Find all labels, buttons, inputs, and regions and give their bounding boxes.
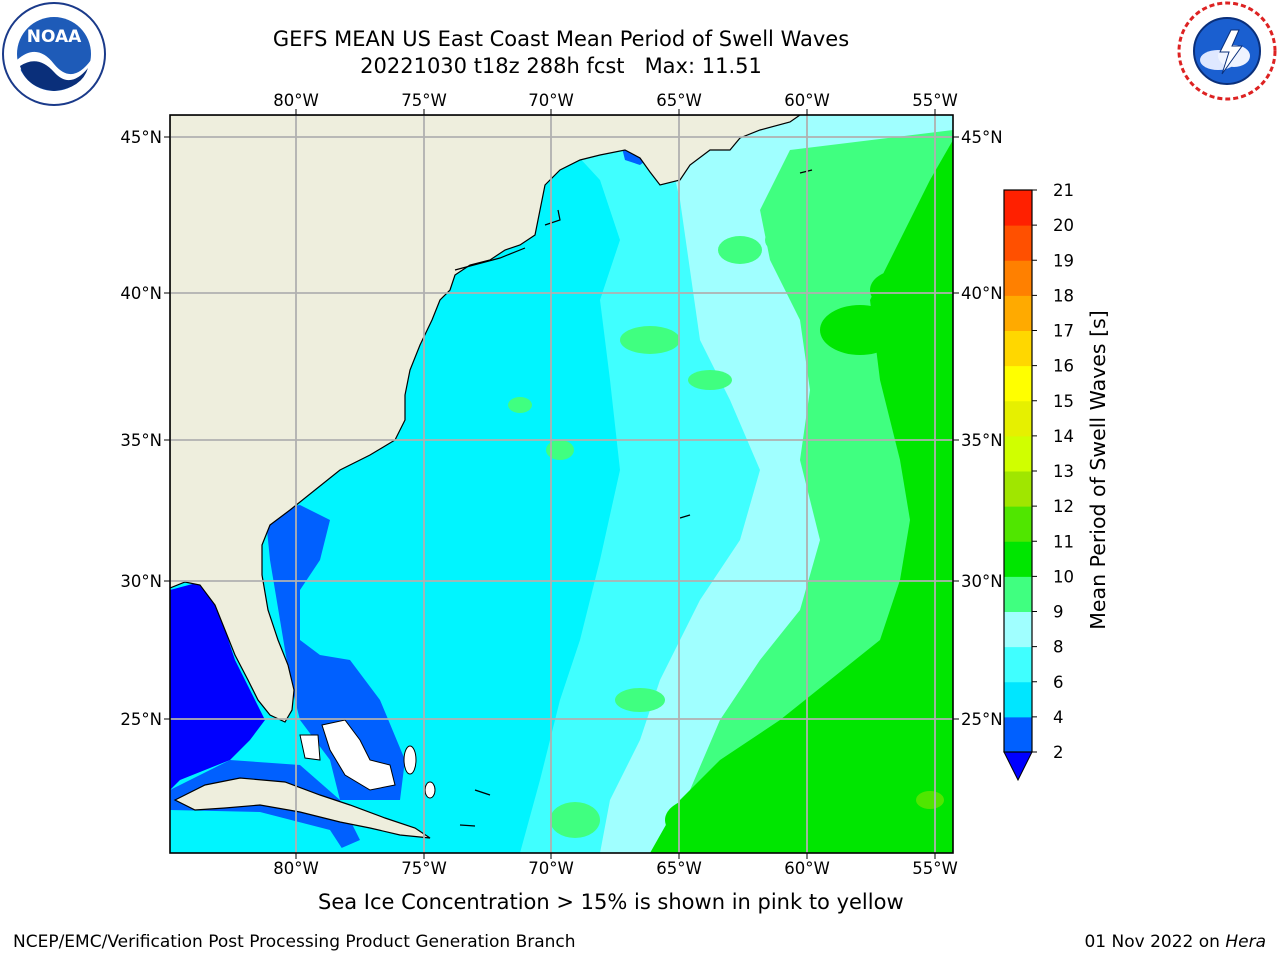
colorbar-tick-label: 21 [1053, 181, 1074, 200]
lat-label-right: 35°N [961, 431, 1003, 450]
colorbar-segment [1004, 716, 1032, 753]
map-plot-area [170, 115, 953, 853]
colorbar-segment [1004, 541, 1032, 577]
map-frame [169, 114, 954, 854]
noaa-logo-icon: NOAA [2, 2, 106, 106]
colorbar-segment [1004, 225, 1032, 261]
lat-label-right: 25°N [961, 710, 1003, 729]
colorbar-segment [1004, 190, 1032, 226]
lat-label-left: 30°N [120, 572, 162, 591]
footer-credit: NCEP/EMC/Verification Post Processing Pr… [13, 932, 576, 952]
map-ticks [164, 109, 959, 859]
colorbar-tick-label: 9 [1053, 603, 1064, 622]
swell-9-10-patches [508, 228, 795, 838]
nws-logo-icon [1177, 1, 1277, 101]
lon-label-bottom: 60°W [784, 859, 830, 878]
colorbar-segment [1004, 330, 1032, 367]
colorbar-segment [1004, 576, 1032, 612]
colorbar-tick-label: 8 [1053, 638, 1064, 657]
lat-label-right: 30°N [961, 572, 1003, 591]
lon-label-bottom: 65°W [656, 859, 702, 878]
lon-label-top: 75°W [401, 91, 447, 110]
coast-long-island [454, 247, 526, 271]
lon-label-top: 60°W [784, 91, 830, 110]
colorbar: 2 4 6 8 9 10 11 12 13 14 15 16 17 18 19 20 21 [1003, 181, 1074, 782]
colorbar-tick-label: 10 [1053, 567, 1074, 586]
colorbar-tick-label: 18 [1053, 286, 1074, 305]
small-islands [459, 169, 813, 827]
colorbar-segment [1004, 365, 1032, 402]
lon-label-top: 70°W [528, 91, 574, 110]
land-north-america [170, 115, 802, 723]
colorbar-tick-label: 14 [1053, 427, 1074, 446]
swell-11-12-patch [916, 791, 944, 809]
colorbar-segment [1004, 435, 1032, 472]
lat-label-left: 45°N [120, 128, 162, 147]
lon-label-bottom: 70°W [528, 859, 574, 878]
lat-label-right: 40°N [961, 284, 1003, 303]
lat-label-right: 45°N [961, 128, 1003, 147]
colorbar-tick-label: 17 [1053, 322, 1074, 341]
sea-ice-footnote: Sea Ice Concentration > 15% is shown in … [318, 890, 904, 914]
caribbean-mid [170, 810, 345, 853]
lat-label-left: 40°N [120, 284, 162, 303]
lat-label-left: 25°N [120, 710, 162, 729]
land-cuba [173, 777, 431, 839]
map-gridlines [170, 115, 953, 853]
lat-label-left: 35°N [120, 431, 162, 450]
footer-date: 01 Nov 2022 on Hera [1084, 932, 1266, 952]
colorbar-segment [1004, 400, 1032, 437]
lon-label-top: 55°W [912, 91, 958, 110]
colorbar-under-triangle [1003, 751, 1033, 782]
colorbar-tick-label: 13 [1053, 462, 1074, 481]
lon-labels-bottom: 80°W 75°W 70°W 65°W 60°W 55°W [273, 859, 958, 878]
colorbar-segment [1004, 260, 1032, 296]
lat-labels-left: 45°N 40°N 35°N 30°N 25°N [120, 128, 162, 729]
swell-10-11-patches [665, 270, 930, 842]
colorbar-segment [1004, 681, 1032, 718]
lon-label-top: 65°W [656, 91, 702, 110]
lon-labels-top: 80°W 75°W 70°W 65°W 60°W 55°W [273, 91, 958, 110]
chart-subtitle: 20221030 t18z 288h fcst Max: 11.51 [360, 54, 762, 78]
colorbar-tick-label: 16 [1053, 357, 1074, 376]
lat-labels-right: 45°N 40°N 35°N 30°N 25°N [961, 128, 1003, 729]
lon-label-bottom: 75°W [401, 859, 447, 878]
noaa-logo-text: NOAA [27, 27, 82, 47]
colorbar-tick-label: 12 [1053, 497, 1074, 516]
colorbar-tick-label: 20 [1053, 216, 1074, 235]
lon-label-bottom: 80°W [273, 859, 319, 878]
footer-machine: Hera [1225, 932, 1266, 952]
footer-date-text: 01 Nov 2022 on [1084, 932, 1226, 952]
swell-2-4-coastal [265, 505, 405, 800]
lon-label-bottom: 55°W [912, 859, 958, 878]
colorbar-segment [1004, 506, 1032, 542]
colorbar-label: Mean Period of Swell Waves [s] [1086, 310, 1110, 630]
colorbar-segment [1004, 646, 1032, 683]
land-bahamas [299, 719, 436, 799]
colorbar-tick-label: 19 [1053, 251, 1074, 270]
lon-label-top: 80°W [273, 91, 319, 110]
swell-under-2-gulf [170, 582, 265, 790]
chart-title: GEFS MEAN US East Coast Mean Period of S… [272, 27, 850, 51]
colorbar-segment [1004, 471, 1032, 507]
colorbar-tick-label: 15 [1053, 392, 1074, 411]
coast-cape-cod [544, 209, 561, 226]
colorbar-segment [1004, 295, 1032, 331]
colorbar-tick-label: 4 [1053, 708, 1064, 727]
colorbar-tick-label: 2 [1053, 743, 1064, 762]
colorbar-segment [1004, 611, 1032, 648]
colorbar-tick-label: 11 [1053, 532, 1074, 551]
colorbar-tick-label: 6 [1053, 673, 1064, 692]
